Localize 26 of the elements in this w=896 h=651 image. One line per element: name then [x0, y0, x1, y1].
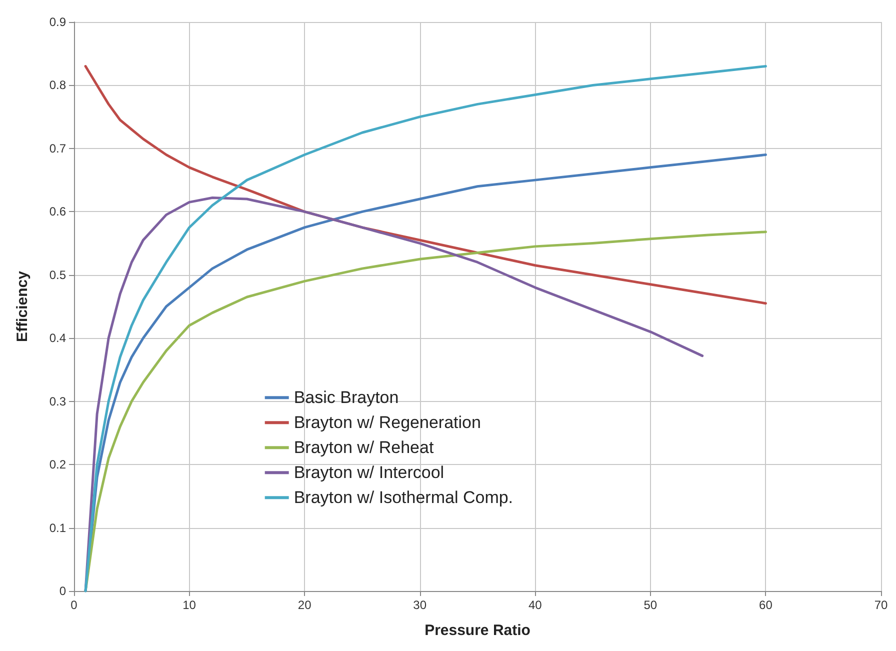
line-series: [84, 65, 767, 592]
x-tick-label: 30: [413, 598, 427, 612]
legend-label: Brayton w/ Reheat: [294, 438, 434, 458]
x-tick-label: 10: [182, 598, 196, 612]
y-tick-label: 0.3: [49, 394, 66, 408]
y-tick-label: 0.5: [49, 268, 66, 282]
y-tick-label: 0.1: [49, 520, 66, 535]
x-tick-label: 60: [759, 598, 773, 612]
y-tick-label: 0.6: [49, 204, 66, 219]
legend-label: Brayton w/ Intercool: [294, 463, 444, 482]
legend-label: Basic Brayton: [294, 388, 399, 408]
x-tick-label: 40: [528, 598, 542, 612]
x-tick-label: 70: [874, 598, 888, 612]
y-tick-label: 0.2: [49, 458, 66, 472]
x-axis-title: Pressure Ratio: [424, 622, 530, 639]
x-tick-label: 20: [298, 598, 312, 612]
y-tick-label: 0.7: [49, 141, 66, 156]
y-axis-title: Efficiency: [14, 270, 31, 342]
x-tick-label: 0: [70, 598, 78, 612]
x-tick-label: 50: [644, 598, 658, 612]
legend-label: Brayton w/ Isothermal Comp.: [294, 488, 514, 508]
y-tick-label: 0.4: [49, 331, 66, 346]
legend-label: Brayton w/ Regeneration: [294, 413, 481, 432]
y-tick-label: 0: [59, 584, 66, 598]
y-tick-label: 0.9: [49, 15, 66, 29]
y-tick-label: 0.8: [49, 78, 66, 92]
